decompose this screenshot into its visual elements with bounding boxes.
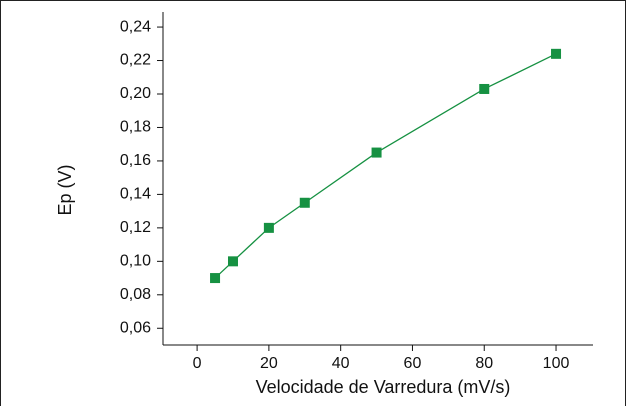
x-tick-label: 100 bbox=[543, 355, 570, 372]
y-tick-label: 0,12 bbox=[120, 219, 151, 236]
x-axis-label: Velocidade de Varredura (mV/s) bbox=[256, 377, 511, 397]
y-tick-label: 0,14 bbox=[120, 186, 151, 203]
marker bbox=[227, 256, 238, 267]
y-tick-label: 0,06 bbox=[120, 319, 151, 336]
marker bbox=[551, 48, 562, 59]
marker bbox=[299, 197, 310, 208]
x-tick-label: 40 bbox=[332, 355, 350, 372]
y-tick-label: 0,10 bbox=[120, 253, 151, 270]
marker bbox=[479, 83, 490, 94]
x-tick-label: 0 bbox=[193, 355, 202, 372]
y-tick-label: 0,08 bbox=[120, 286, 151, 303]
y-tick-label: 0,20 bbox=[120, 85, 151, 102]
y-axis-label: Ep (V) bbox=[55, 164, 75, 215]
x-tick-label: 60 bbox=[404, 355, 422, 372]
y-tick-label: 0,24 bbox=[120, 18, 151, 35]
marker bbox=[263, 222, 274, 233]
x-tick-label: 20 bbox=[260, 355, 278, 372]
line bbox=[214, 53, 557, 279]
y-tick-label: 0,22 bbox=[120, 52, 151, 69]
marker bbox=[210, 273, 221, 284]
y-tick-label: 0,18 bbox=[120, 119, 151, 136]
y-tick-label: 0,16 bbox=[120, 152, 151, 169]
x-tick-label: 80 bbox=[475, 355, 493, 372]
marker bbox=[371, 147, 382, 158]
